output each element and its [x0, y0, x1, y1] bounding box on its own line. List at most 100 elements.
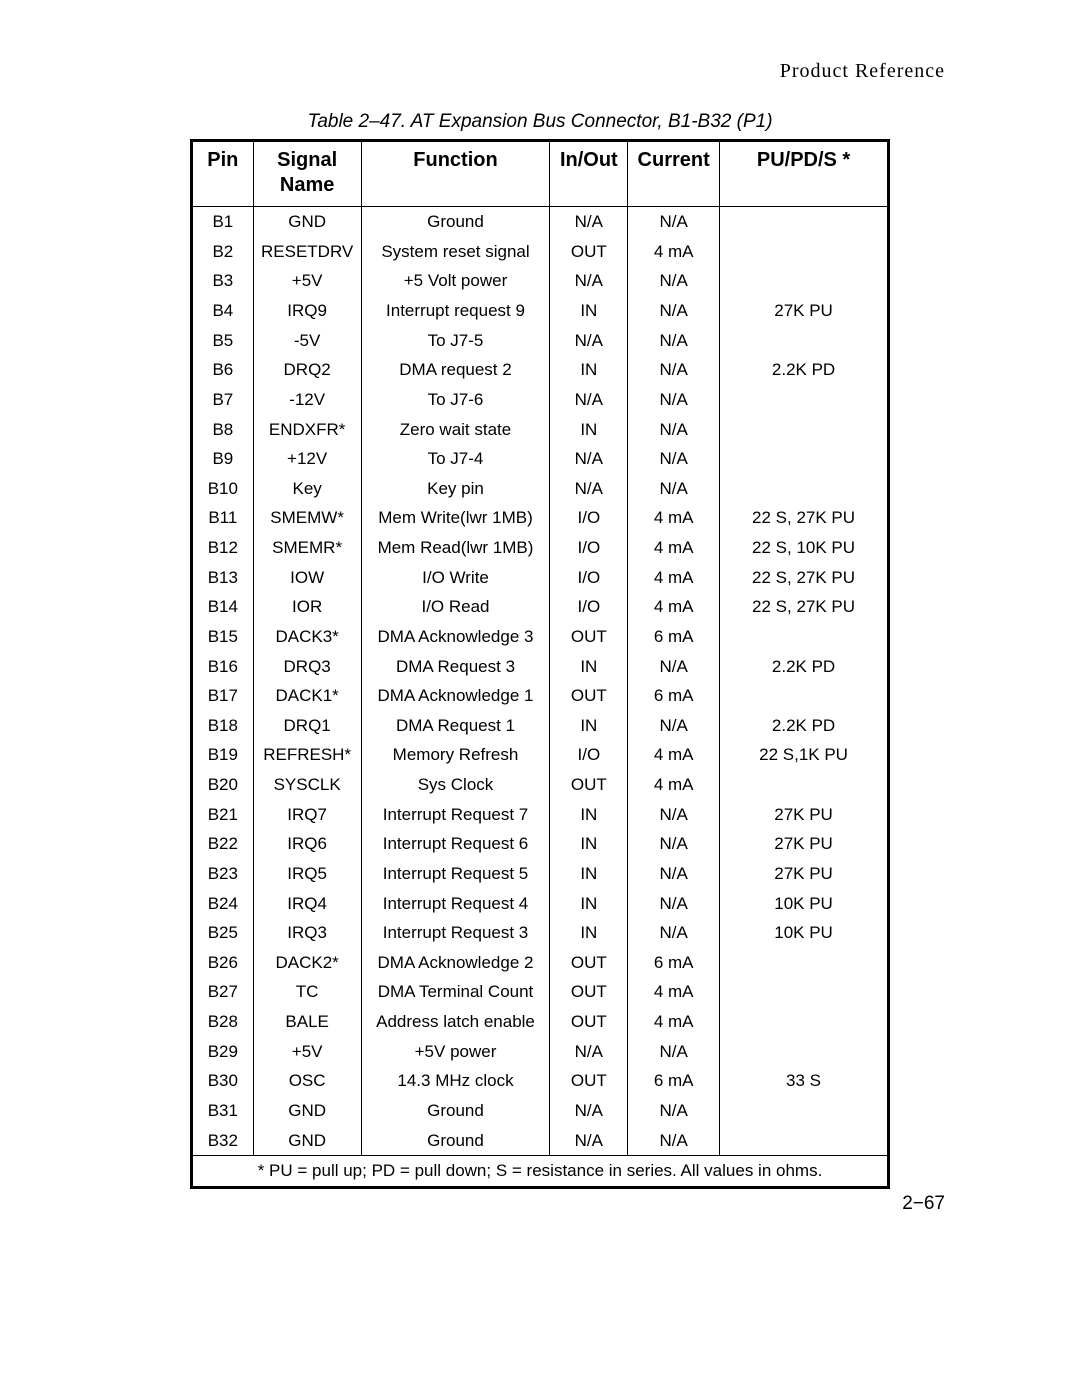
cell-current: N/A: [628, 1125, 720, 1155]
cell-current: 6 mA: [628, 622, 720, 652]
cell-current: N/A: [628, 266, 720, 296]
cell-signal: IRQ4: [253, 888, 361, 918]
cell-pin: B19: [192, 740, 254, 770]
cell-signal: IRQ5: [253, 859, 361, 889]
cell-function: DMA Acknowledge 3: [361, 622, 550, 652]
col-current: Current: [628, 141, 720, 207]
cell-pin: B22: [192, 829, 254, 859]
cell-inout: N/A: [550, 326, 628, 356]
cell-signal: GND: [253, 1125, 361, 1155]
cell-inout: N/A: [550, 266, 628, 296]
cell-pin: B28: [192, 1007, 254, 1037]
cell-signal: SMEMW*: [253, 503, 361, 533]
table-row: B28BALEAddress latch enableOUT4 mA: [192, 1007, 889, 1037]
cell-signal: DACK3*: [253, 622, 361, 652]
cell-function: I/O Read: [361, 592, 550, 622]
cell-pupds: 33 S: [720, 1066, 889, 1096]
table-footnote-row: * PU = pull up; PD = pull down; S = resi…: [192, 1156, 889, 1188]
cell-pin: B31: [192, 1096, 254, 1126]
cell-signal: DACK1*: [253, 681, 361, 711]
cell-pupds: [720, 474, 889, 504]
cell-current: N/A: [628, 651, 720, 681]
cell-pupds: 22 S, 27K PU: [720, 503, 889, 533]
cell-pupds: [720, 1096, 889, 1126]
cell-inout: N/A: [550, 474, 628, 504]
cell-pupds: 27K PU: [720, 800, 889, 830]
table-row: B13IOWI/O WriteI/O4 mA22 S, 27K PU: [192, 563, 889, 593]
cell-inout: N/A: [550, 207, 628, 237]
table-row: B26DACK2*DMA Acknowledge 2OUT6 mA: [192, 948, 889, 978]
table-row: B12SMEMR*Mem Read(lwr 1MB)I/O4 mA22 S, 1…: [192, 533, 889, 563]
cell-signal: IRQ9: [253, 296, 361, 326]
table-row: B10KeyKey pinN/AN/A: [192, 474, 889, 504]
cell-inout: N/A: [550, 385, 628, 415]
cell-inout: OUT: [550, 948, 628, 978]
table-row: B9+12VTo J7-4N/AN/A: [192, 444, 889, 474]
cell-pin: B3: [192, 266, 254, 296]
cell-current: 4 mA: [628, 770, 720, 800]
cell-inout: IN: [550, 918, 628, 948]
table-row: B20SYSCLKSys ClockOUT4 mA: [192, 770, 889, 800]
cell-signal: TC: [253, 977, 361, 1007]
cell-function: Interrupt Request 5: [361, 859, 550, 889]
cell-current: N/A: [628, 1037, 720, 1067]
cell-pin: B32: [192, 1125, 254, 1155]
cell-function: Ground: [361, 1096, 550, 1126]
cell-inout: OUT: [550, 1007, 628, 1037]
table-footnote: * PU = pull up; PD = pull down; S = resi…: [192, 1156, 889, 1188]
cell-inout: I/O: [550, 563, 628, 593]
table-header-row: Pin Signal Name Function In/Out Current …: [192, 141, 889, 207]
cell-function: System reset signal: [361, 237, 550, 267]
cell-pupds: [720, 444, 889, 474]
cell-pupds: [720, 385, 889, 415]
cell-current: N/A: [628, 711, 720, 741]
cell-current: N/A: [628, 829, 720, 859]
cell-signal: BALE: [253, 1007, 361, 1037]
cell-inout: OUT: [550, 977, 628, 1007]
cell-inout: OUT: [550, 681, 628, 711]
col-pin: Pin: [192, 141, 254, 207]
cell-function: DMA Request 1: [361, 711, 550, 741]
cell-pin: B11: [192, 503, 254, 533]
cell-function: DMA request 2: [361, 355, 550, 385]
cell-signal: +12V: [253, 444, 361, 474]
cell-pupds: 22 S, 10K PU: [720, 533, 889, 563]
cell-pin: B18: [192, 711, 254, 741]
page-number: 2−67: [902, 1193, 945, 1215]
cell-signal: IRQ3: [253, 918, 361, 948]
cell-pupds: [720, 237, 889, 267]
cell-pin: B16: [192, 651, 254, 681]
cell-pin: B20: [192, 770, 254, 800]
cell-pupds: [720, 622, 889, 652]
cell-signal: GND: [253, 1096, 361, 1126]
cell-current: N/A: [628, 800, 720, 830]
col-function: Function: [361, 141, 550, 207]
cell-pupds: 27K PU: [720, 859, 889, 889]
cell-current: 6 mA: [628, 948, 720, 978]
cell-current: 6 mA: [628, 1066, 720, 1096]
cell-pupds: [720, 1125, 889, 1155]
cell-signal: DRQ2: [253, 355, 361, 385]
cell-function: +5V power: [361, 1037, 550, 1067]
cell-current: 4 mA: [628, 592, 720, 622]
table-row: B16DRQ3DMA Request 3INN/A2.2K PD: [192, 651, 889, 681]
cell-inout: IN: [550, 355, 628, 385]
cell-pupds: 2.2K PD: [720, 651, 889, 681]
cell-current: 4 mA: [628, 503, 720, 533]
cell-current: N/A: [628, 207, 720, 237]
cell-signal: ENDXFR*: [253, 414, 361, 444]
cell-function: Key pin: [361, 474, 550, 504]
cell-pin: B4: [192, 296, 254, 326]
cell-inout: IN: [550, 859, 628, 889]
cell-function: Zero wait state: [361, 414, 550, 444]
cell-signal: -5V: [253, 326, 361, 356]
cell-pupds: 10K PU: [720, 918, 889, 948]
cell-signal: DACK2*: [253, 948, 361, 978]
cell-current: N/A: [628, 859, 720, 889]
cell-pin: B5: [192, 326, 254, 356]
table-row: B32GNDGroundN/AN/A: [192, 1125, 889, 1155]
cell-pupds: [720, 414, 889, 444]
col-pupds: PU/PD/S *: [720, 141, 889, 207]
cell-pin: B26: [192, 948, 254, 978]
table-row: B5-5VTo J7-5N/AN/A: [192, 326, 889, 356]
